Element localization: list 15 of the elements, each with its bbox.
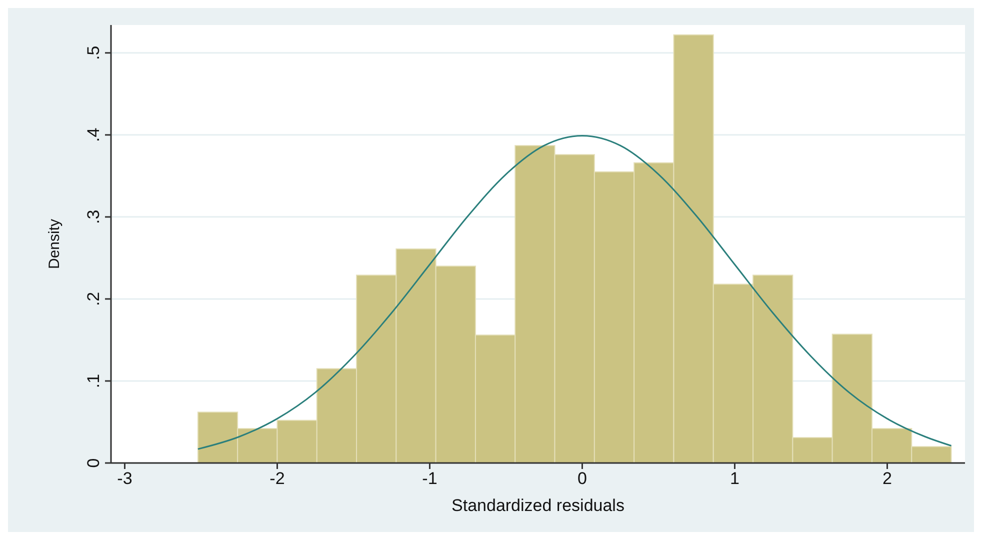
y-tick-label: 0: [84, 458, 103, 468]
x-tick-label: -1: [422, 469, 438, 488]
x-axis-title: Standardized residuals: [452, 496, 624, 515]
y-tick-label: .1: [84, 374, 103, 388]
x-tick-label: 1: [730, 469, 740, 488]
y-tick-label: .5: [84, 46, 103, 60]
y-axis-title: Density: [46, 218, 63, 270]
x-tick-label: 2: [882, 469, 892, 488]
y-tick-label: .4: [84, 128, 103, 142]
y-tick-label: .2: [84, 292, 103, 306]
x-tick-label: 0: [577, 469, 587, 488]
line-series: [197, 134, 952, 450]
x-tick-label: -2: [270, 469, 285, 488]
x-tick-label: -3: [117, 469, 132, 488]
y-tick-label: .3: [84, 210, 103, 224]
